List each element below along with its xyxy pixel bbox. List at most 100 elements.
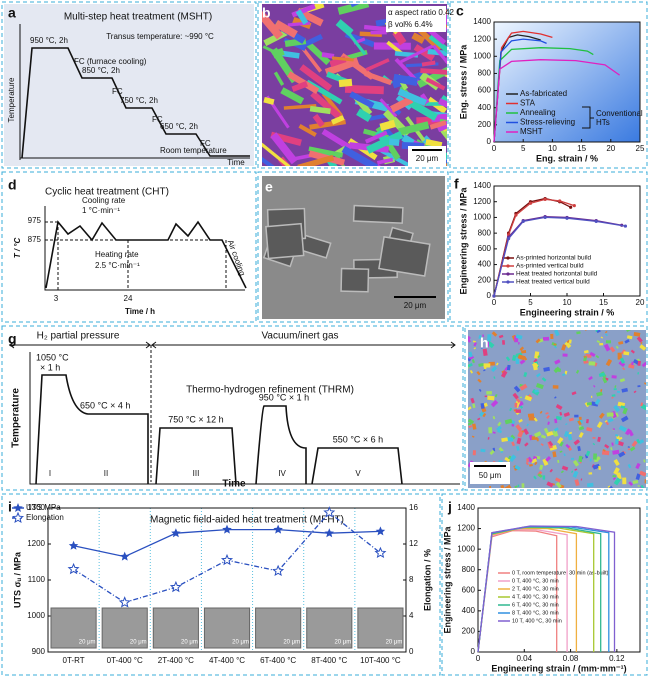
grain xyxy=(298,124,317,137)
grain xyxy=(611,442,614,446)
x-tick-label: 10 xyxy=(563,298,572,307)
grain xyxy=(558,484,565,488)
inset-micrograph xyxy=(255,607,302,649)
grain xyxy=(542,336,550,341)
grain xyxy=(498,447,504,453)
grain xyxy=(628,481,633,486)
grain xyxy=(561,344,567,351)
grain xyxy=(312,113,325,128)
grain xyxy=(600,336,604,339)
x-axis-title: Eng. strain / % xyxy=(536,153,598,163)
legend-label: 0 T, 400 °C, 30 min xyxy=(512,578,559,584)
grain xyxy=(413,44,436,62)
grain xyxy=(604,419,608,423)
grain xyxy=(615,438,619,445)
axis xyxy=(29,352,460,485)
data-point xyxy=(375,526,386,536)
grain xyxy=(527,456,533,463)
step-label: 950 °C, 2h xyxy=(30,36,68,45)
inset-micrograph xyxy=(357,607,404,649)
plot-frame xyxy=(47,507,407,653)
data-point xyxy=(506,280,510,284)
y-tick-label: 875 xyxy=(28,235,42,244)
grain xyxy=(344,84,384,95)
data-point xyxy=(514,213,518,217)
grain xyxy=(342,25,367,56)
grain xyxy=(477,378,482,383)
legend-label: Heat treated horizontal build xyxy=(516,271,598,278)
grain xyxy=(633,390,637,394)
grain xyxy=(376,157,394,165)
temperature-profile xyxy=(35,374,403,485)
grain xyxy=(468,363,473,368)
grain xyxy=(613,388,617,391)
grain xyxy=(477,417,481,421)
grain xyxy=(263,96,275,105)
grain xyxy=(487,395,495,401)
grain xyxy=(542,458,549,466)
grain xyxy=(468,406,472,411)
grain xyxy=(586,426,593,432)
grain xyxy=(613,477,622,486)
grain xyxy=(432,44,447,69)
y2-tick-label: 16 xyxy=(409,503,418,512)
grain xyxy=(272,47,285,59)
grain xyxy=(552,429,559,437)
x-tick-label: 0.08 xyxy=(563,654,579,663)
grain xyxy=(525,462,529,466)
data-point xyxy=(324,528,334,538)
grain xyxy=(535,382,544,390)
grain xyxy=(568,339,572,344)
grain xyxy=(521,483,525,488)
grain xyxy=(273,71,285,86)
data-point xyxy=(594,219,598,223)
grain xyxy=(622,367,626,371)
annotation: Heating rate xyxy=(95,250,139,259)
grain xyxy=(631,489,634,494)
grain xyxy=(488,427,493,434)
annotation: 2.5 °C·min⁻¹ xyxy=(95,261,140,270)
inset-scale: 20 μm xyxy=(334,640,351,646)
grain xyxy=(555,415,562,421)
grain xyxy=(640,341,643,345)
panel-label: c xyxy=(456,3,464,19)
grain xyxy=(370,30,387,35)
panel-label: f xyxy=(454,176,459,192)
legend-label: MSHT xyxy=(520,127,543,136)
grain xyxy=(469,369,474,374)
arrow xyxy=(9,341,456,349)
grain xyxy=(592,436,596,439)
grain xyxy=(617,401,626,408)
grain xyxy=(526,423,529,427)
grain xyxy=(472,450,477,456)
step-label: 850 °C, 2h xyxy=(82,66,120,75)
phase xyxy=(378,235,431,277)
x-tick-label: 20 xyxy=(606,144,615,153)
grain xyxy=(563,430,569,438)
panel-box xyxy=(464,325,648,491)
grain xyxy=(471,359,475,364)
data-point xyxy=(222,524,232,534)
phase xyxy=(352,204,404,224)
axis xyxy=(19,24,250,160)
grain xyxy=(473,342,477,347)
grain xyxy=(553,366,561,374)
grain xyxy=(481,346,483,349)
grain xyxy=(559,411,563,416)
data-point xyxy=(572,204,576,208)
grain xyxy=(610,447,613,451)
y-tick-label: 1000 xyxy=(473,51,491,60)
data-point xyxy=(273,524,283,534)
grain xyxy=(552,451,557,458)
grain xyxy=(526,458,529,463)
grain xyxy=(529,463,533,467)
grain xyxy=(540,443,544,447)
data-point xyxy=(171,528,181,538)
grain xyxy=(493,376,496,379)
grain xyxy=(321,92,343,118)
y-tick-label: 0 xyxy=(487,291,492,300)
grain xyxy=(616,390,621,393)
legend-label: 8 T, 400 °C, 30 min xyxy=(512,610,559,616)
grain xyxy=(618,451,626,458)
